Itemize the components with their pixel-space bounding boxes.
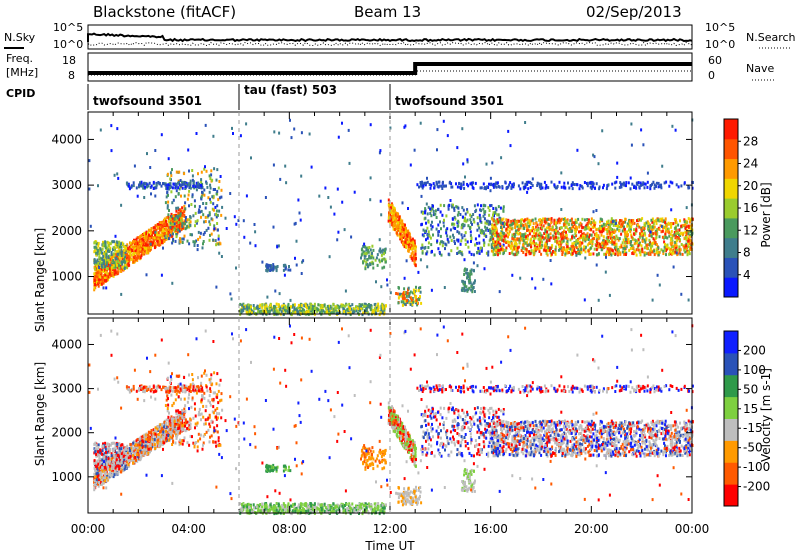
velocity-colorbar-swatch: [724, 484, 738, 507]
time-axis-label: Time UT: [364, 539, 415, 553]
power-colorbar-tick-label: 28: [743, 134, 758, 148]
station-title: Blackstone (fitACF): [93, 3, 236, 21]
noise-sky-line: [87, 32, 693, 43]
y-tick-label: 1000: [51, 270, 82, 284]
freq-tick-bottom: 8: [68, 69, 75, 82]
noise-right-tick-bottom: 10^0: [705, 38, 735, 51]
power-colorbar-swatch: [724, 237, 738, 258]
velocity-colorbar-swatch: [724, 418, 738, 441]
y-tick-label: 4000: [51, 132, 82, 146]
velocity-colorbar-swatch: [724, 352, 738, 376]
noise-panel: N.Sky 10^5 10^0 10^5 10^0 N.Search: [4, 21, 796, 51]
nave-label: Nave: [746, 62, 774, 75]
power-colorbar-swatch: [724, 198, 738, 219]
velocity-panel: 1000 2000 3000 4000 Slant Range [km] 00:00 0…: [33, 317, 710, 553]
power-colorbar-tick-label: 12: [743, 223, 758, 237]
power-colorbar-swatch: [724, 178, 738, 199]
noise-right-tick-top: 10^5: [705, 21, 735, 34]
power-echo-field: [88, 118, 694, 317]
velocity-colorbar-tick-label: -100: [743, 460, 770, 474]
velocity-colorbar-label: Velocity [m s-1]: [759, 368, 773, 462]
velocity-colorbar-tick-label: -200: [743, 480, 770, 494]
power-colorbar-swatch: [724, 277, 738, 298]
power-colorbar-tick-label: 8: [743, 246, 751, 260]
nave-tick-top: 60: [708, 54, 722, 67]
power-colorbar-swatch: [724, 119, 738, 140]
power-ylabel: Slant Range [km]: [33, 228, 47, 332]
power-colorbar-swatch: [724, 158, 738, 179]
velocity-colorbar-tick-label: 200: [743, 343, 766, 357]
x-tick-label: 00:00: [71, 522, 106, 536]
y-tick-label: 3000: [51, 382, 82, 396]
velocity-colorbar-swatch: [724, 374, 738, 398]
velocity-ylabel: Slant Range [km]: [33, 362, 47, 466]
cpid-segment-label: twofsound 3501: [395, 94, 504, 108]
date-title: 02/Sep/2013: [586, 3, 682, 21]
noise-left-tick-bottom: 10^0: [53, 38, 83, 51]
power-colorbar-tick-label: 24: [743, 157, 758, 171]
power-colorbar-swatch: [724, 257, 738, 278]
velocity-colorbar-tick-label: -50: [743, 441, 763, 455]
frequency-panel: Freq. [MHz] 18 8 60 0 Nave: [6, 52, 774, 82]
power-colorbar-tick-label: 20: [743, 179, 758, 193]
y-tick-label: 3000: [51, 178, 82, 192]
y-tick-label: 1000: [51, 470, 82, 484]
velocity-colorbar-swatch: [724, 396, 738, 419]
nave-tick-bottom: 0: [708, 69, 715, 82]
velocity-colorbar-tick-label: 15: [743, 402, 758, 416]
velocity-colorbar-tick-label: -15: [743, 421, 763, 435]
velocity-colorbar-tick-label: 50: [743, 382, 758, 396]
x-tick-label: 08:00: [272, 522, 307, 536]
velocity-colorbar-swatch: [724, 440, 738, 463]
velocity-echo-field: [88, 324, 694, 516]
frequency-line: [88, 62, 692, 75]
x-tick-label: 16:00: [473, 522, 508, 536]
x-tick-label: 00:00: [675, 522, 710, 536]
y-tick-label: 2000: [51, 426, 82, 440]
power-colorbar-swatch: [724, 217, 738, 239]
cpid-segment-label: tau (fast) 503: [244, 83, 337, 97]
y-tick-label: 4000: [51, 337, 82, 351]
x-tick-label: 20:00: [574, 522, 609, 536]
noise-sky-label: N.Sky: [4, 31, 36, 44]
cpid-label: CPID: [6, 87, 35, 100]
power-colorbar-tick-label: 4: [743, 268, 751, 282]
velocity-colorbar: 200 100 50 15 -15 -50 -100 -200: [723, 330, 770, 507]
freq-label: Freq.: [6, 52, 33, 65]
velocity-colorbar-tick-label: 100: [743, 363, 766, 377]
power-colorbar-swatch: [724, 138, 738, 160]
power-panel: 1000 2000 3000 4000 Slant Range [km]: [33, 111, 694, 332]
cpid-segment-label: twofsound 3501: [93, 94, 202, 108]
velocity-colorbar-swatch: [724, 462, 738, 485]
noise-search-label: N.Search: [746, 31, 796, 44]
freq-unit-label: [MHz]: [6, 66, 38, 79]
beam-title: Beam 13: [354, 3, 421, 21]
power-colorbar-label: Power [dB]: [759, 182, 773, 247]
noise-search-line: [87, 41, 693, 47]
power-colorbar-tick-label: 16: [743, 201, 758, 215]
x-tick-label: 12:00: [373, 522, 408, 536]
x-tick-label: 04:00: [171, 522, 206, 536]
cpid-row: CPID twofsound 3501 tau (fast) 503 twofsou…: [6, 83, 504, 110]
y-tick-label: 2000: [51, 224, 82, 238]
velocity-colorbar-swatch: [724, 331, 738, 354]
noise-left-tick-top: 10^5: [53, 21, 83, 34]
power-colorbar: 28 24 20 16 12 8 4: [723, 118, 758, 298]
freq-tick-top: 18: [62, 54, 76, 67]
